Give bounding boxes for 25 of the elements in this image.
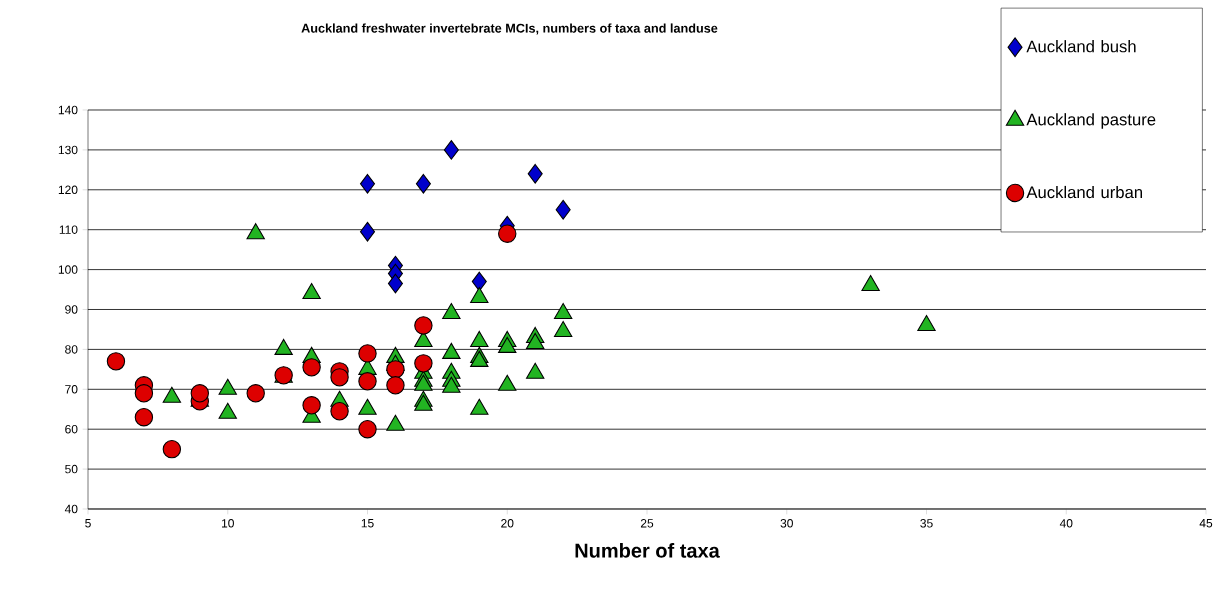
legend-label: Auckland urban bbox=[1026, 185, 1142, 199]
legend-label: Auckland pasture bbox=[1026, 113, 1156, 129]
x-tick-label: 15 bbox=[361, 519, 374, 528]
legend-label: Auckland bush bbox=[1026, 40, 1136, 53]
y-tick-label: 80 bbox=[65, 345, 78, 354]
y-tick-label: 120 bbox=[58, 185, 78, 195]
x-tick-label: 35 bbox=[920, 519, 933, 528]
x-tick-label: 20 bbox=[501, 519, 514, 528]
y-tick-label: 130 bbox=[58, 145, 78, 155]
chart-title: Auckland freshwater invertebrate MCIs, numbers of taxa and landuse bbox=[301, 23, 718, 35]
x-tick-label: 5 bbox=[85, 519, 91, 528]
y-tick-label: 50 bbox=[65, 464, 78, 474]
y-tick-label: 40 bbox=[64, 504, 78, 514]
y-tick-label: 110 bbox=[59, 225, 78, 234]
y-tick-label: 100 bbox=[58, 265, 78, 274]
x-tick-label: 45 bbox=[1199, 519, 1213, 528]
x-tick-label: 25 bbox=[640, 519, 654, 528]
y-tick-label: 90 bbox=[65, 305, 78, 314]
x-tick-label: 40 bbox=[1059, 519, 1073, 528]
x-tick-label: 30 bbox=[780, 519, 793, 528]
y-tick-label: 60 bbox=[65, 424, 78, 434]
y-tick-label: 70 bbox=[65, 385, 78, 394]
x-tick-label: 10 bbox=[222, 519, 234, 528]
x-axis-title: Number of taxa bbox=[575, 543, 720, 558]
y-tick-label: 140 bbox=[58, 105, 78, 115]
